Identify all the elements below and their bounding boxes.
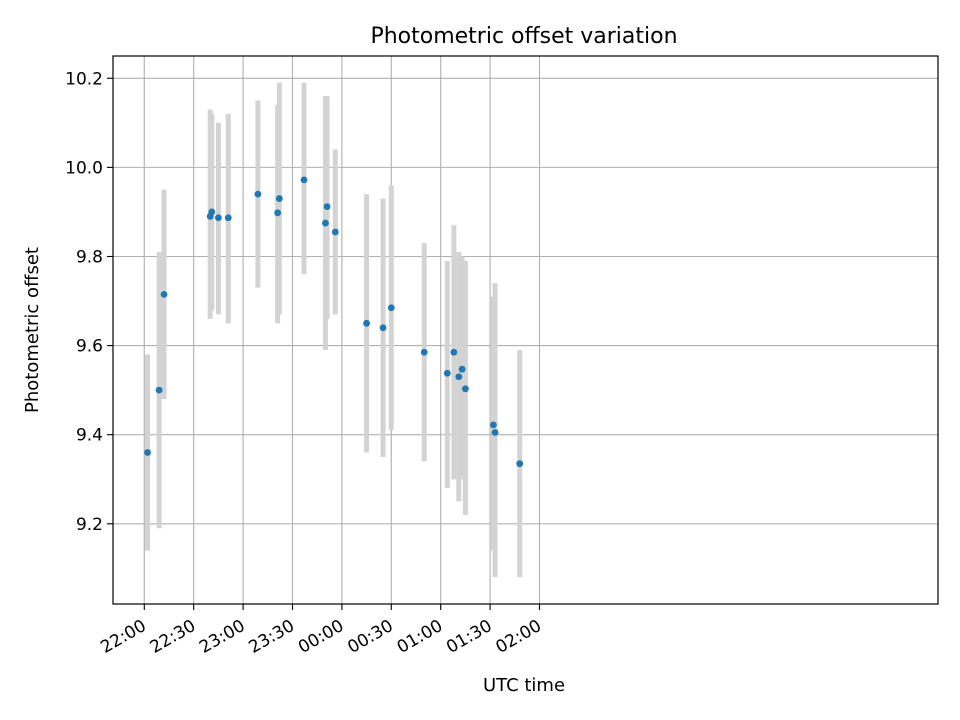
y-tick-label: 10.2	[65, 69, 103, 89]
grid-lines	[113, 56, 938, 604]
data-point	[300, 176, 308, 184]
data-point	[387, 304, 395, 312]
x-tick-label: 01:30	[443, 616, 495, 658]
data-point	[331, 228, 339, 236]
y-axis-ticks: 9.2 9.4 9.6 9.8 10.0 10.2	[65, 69, 113, 535]
data-point	[208, 208, 216, 216]
data-point	[516, 460, 524, 468]
error-bars	[145, 82, 523, 578]
data-point	[455, 373, 463, 381]
x-tick-label: 23:00	[196, 616, 248, 658]
data-point	[491, 429, 499, 436]
x-tick-label: 23:30	[246, 616, 298, 658]
data-point	[322, 219, 329, 227]
data-point	[274, 209, 282, 217]
x-tick-label: 01:00	[394, 616, 446, 658]
data-point	[214, 214, 222, 222]
x-tick-label: 22:00	[97, 616, 149, 658]
y-axis-label: Photometric offset	[22, 247, 43, 413]
x-tick-label: 00:30	[344, 616, 396, 658]
y-tick-label: 10.0	[65, 158, 103, 178]
data-point	[458, 365, 466, 373]
x-tick-label: 02:00	[493, 616, 545, 658]
x-tick-label: 22:30	[147, 616, 199, 658]
data-point	[254, 190, 262, 198]
data-point	[224, 214, 232, 222]
data-point	[443, 369, 451, 377]
x-tick-label: 00:00	[295, 616, 347, 658]
x-axis-label: UTC time	[483, 675, 565, 696]
plot-frame	[112, 55, 939, 605]
y-tick-label: 9.2	[76, 515, 103, 535]
data-point	[160, 290, 168, 298]
data-point	[155, 386, 163, 394]
data-point	[489, 421, 497, 429]
chart-title: Photometric offset variation	[370, 24, 677, 49]
data-point	[144, 449, 151, 456]
x-axis-ticks: 22:0022:3023:0023:3000:0000:3001:0001:30…	[97, 604, 545, 658]
data-point	[420, 348, 428, 356]
y-tick-label: 9.8	[76, 247, 103, 267]
y-tick-label: 9.4	[76, 426, 103, 446]
data-point	[450, 348, 458, 356]
y-tick-label: 9.6	[76, 337, 103, 357]
data-point	[461, 385, 469, 393]
data-point	[379, 324, 387, 332]
data-point	[275, 195, 283, 202]
data-points	[144, 176, 524, 468]
data-point	[323, 203, 331, 210]
data-point	[363, 319, 370, 327]
